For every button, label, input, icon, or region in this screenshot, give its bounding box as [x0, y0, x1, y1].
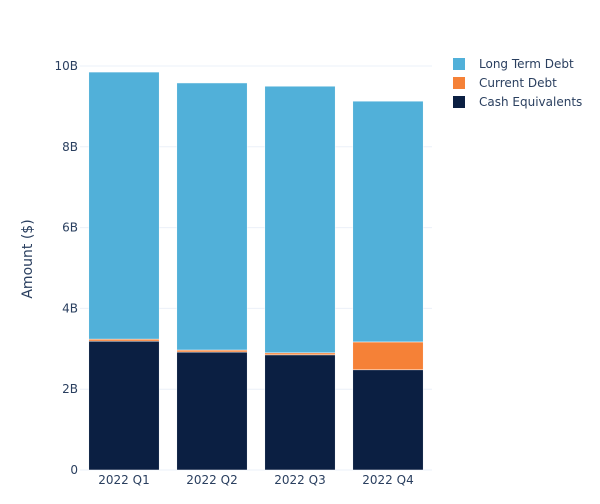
legend-label[interactable]: Current Debt: [479, 76, 557, 90]
y-tick-label: 10B: [54, 59, 78, 73]
legend-swatch[interactable]: [453, 58, 465, 70]
bar-long-term-debt[interactable]: [352, 100, 424, 343]
bar-long-term-debt[interactable]: [176, 82, 248, 351]
bar-cash-equivalents[interactable]: [264, 354, 336, 471]
x-tick-label: 2022 Q2: [186, 473, 237, 487]
bar-current-debt[interactable]: [88, 338, 160, 342]
bar-cash-equivalents[interactable]: [88, 340, 160, 471]
y-tick-label: 2B: [62, 382, 78, 396]
bar-cash-equivalents[interactable]: [352, 369, 424, 471]
bar-current-debt[interactable]: [352, 341, 424, 371]
x-tick-label: 2022 Q4: [362, 473, 413, 487]
y-axis-label: Amount ($): [20, 219, 36, 298]
bar-current-debt[interactable]: [176, 349, 248, 353]
x-tick-label: 2022 Q3: [274, 473, 325, 487]
bar-current-debt[interactable]: [264, 352, 336, 356]
legend-label[interactable]: Cash Equivalents: [479, 95, 582, 109]
x-tick-label: 2022 Q1: [98, 473, 149, 487]
y-tick-label: 0: [70, 463, 78, 477]
bar-long-term-debt[interactable]: [88, 71, 160, 340]
y-tick-label: 8B: [62, 140, 78, 154]
y-tick-label: 4B: [62, 301, 78, 315]
legend-swatch[interactable]: [453, 77, 465, 89]
legend-swatch[interactable]: [453, 96, 465, 108]
y-tick-label: 6B: [62, 221, 78, 235]
bar-cash-equivalents[interactable]: [176, 351, 248, 471]
bar-long-term-debt[interactable]: [264, 85, 336, 354]
legend-label[interactable]: Long Term Debt: [479, 57, 574, 71]
